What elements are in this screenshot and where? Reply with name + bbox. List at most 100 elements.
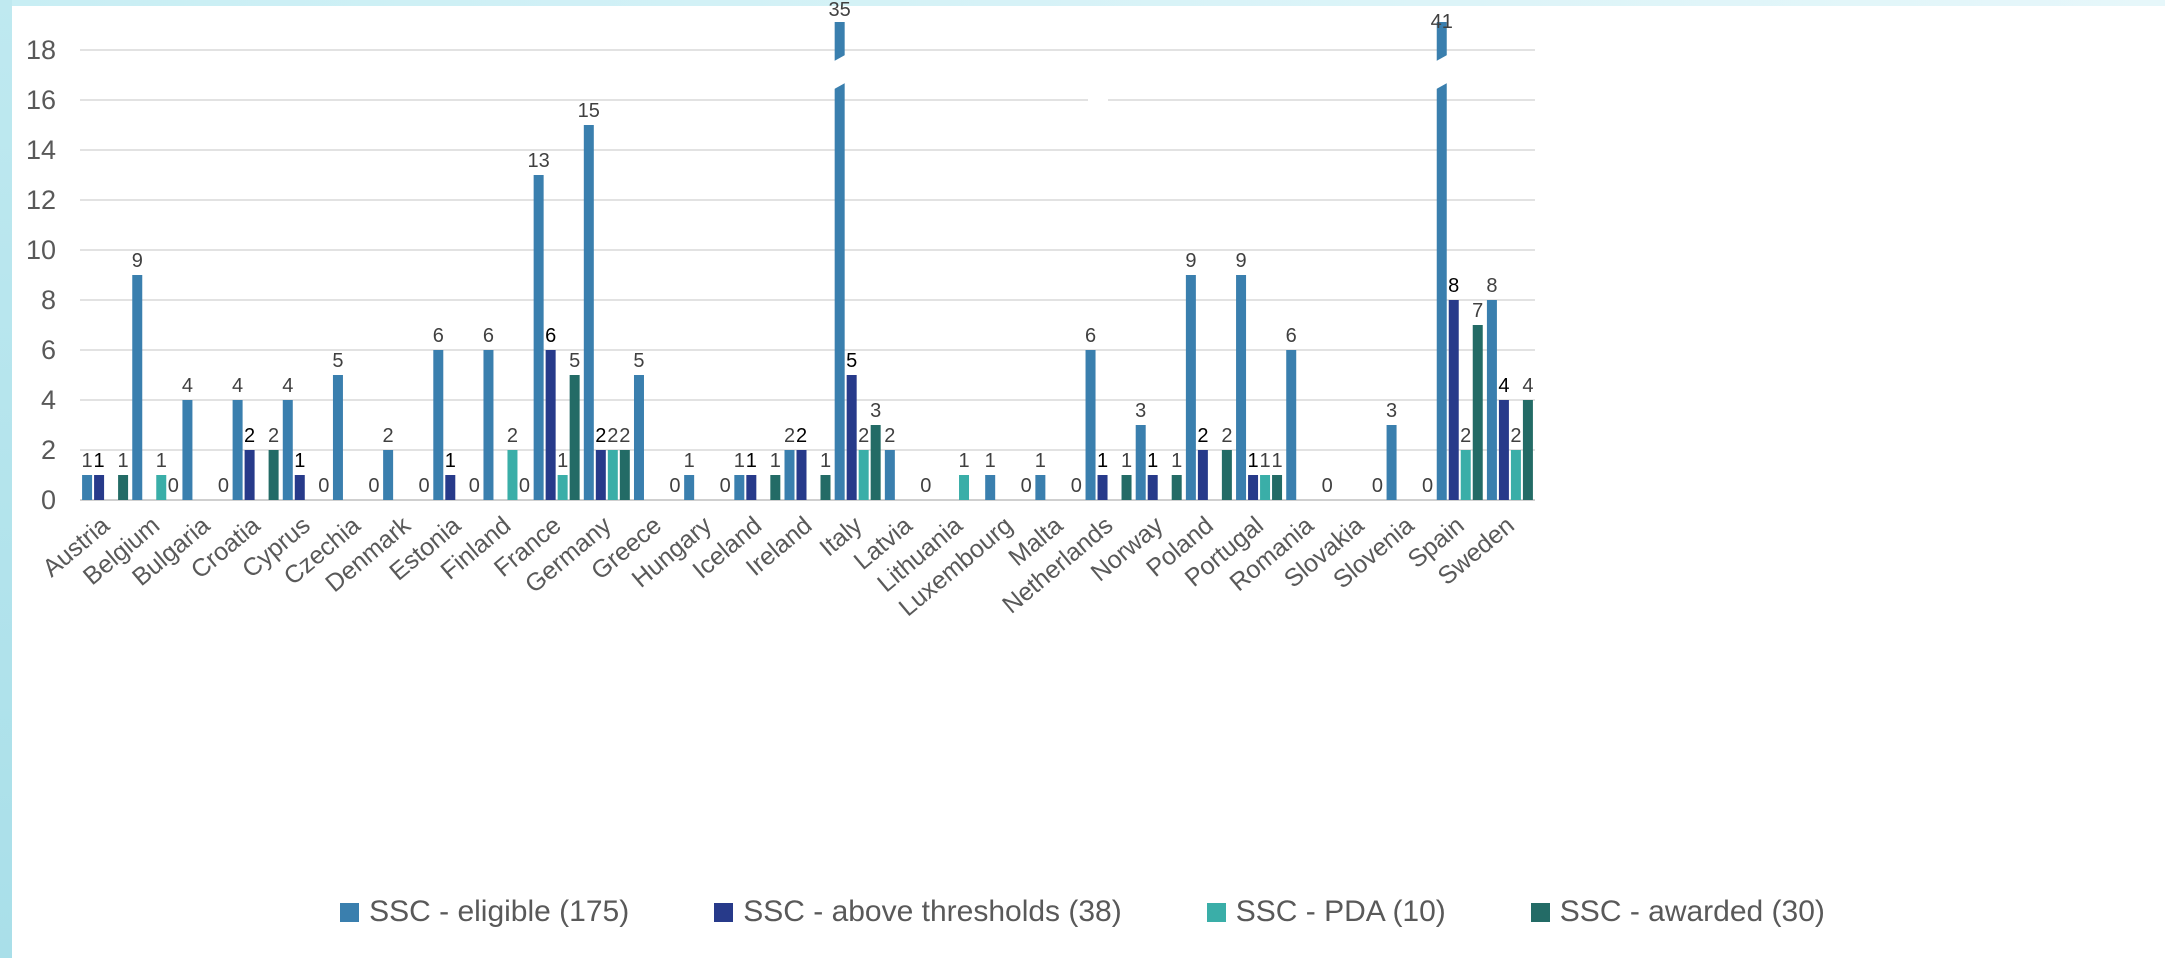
data-label: 2 (796, 425, 807, 447)
bar (846, 375, 857, 500)
data-label: 41 (1431, 11, 1453, 33)
bar (684, 475, 695, 500)
y-tick-label: 18 (26, 35, 56, 65)
data-label: 1 (1271, 450, 1282, 472)
bar (858, 450, 869, 500)
bar (1436, 22, 1447, 500)
bar (1286, 350, 1297, 500)
bar (1035, 475, 1046, 500)
bar (332, 375, 343, 500)
data-label: 4 (1522, 375, 1533, 397)
bar (118, 475, 129, 500)
data-label: 1 (82, 450, 93, 472)
legend-label-above-thresholds: SSC - above thresholds (38) (743, 895, 1122, 928)
legend-label-eligible: SSC - eligible (175) (369, 895, 630, 928)
data-label: 1 (958, 450, 969, 472)
bar (294, 475, 305, 500)
data-label: 9 (1185, 250, 1196, 272)
data-label: 2 (607, 425, 618, 447)
y-tick-label: 6 (41, 335, 56, 365)
data-label: 1 (1121, 450, 1132, 472)
data-label: 5 (332, 350, 343, 372)
bar (545, 350, 556, 500)
y-tick-label: 2 (41, 435, 56, 465)
data-label: 1 (1247, 450, 1258, 472)
bar (1460, 450, 1471, 500)
data-label: 1 (985, 450, 996, 472)
bar (132, 275, 143, 500)
axis-break-mark (1432, 53, 1451, 91)
bar (1197, 450, 1208, 500)
data-label: 1 (118, 450, 129, 472)
data-label: 0 (1372, 475, 1383, 497)
data-label: 1 (770, 450, 781, 472)
data-label: 4 (182, 375, 193, 397)
frame-left-border (0, 0, 12, 958)
data-label: 2 (1197, 425, 1208, 447)
bar (870, 425, 881, 500)
data-label: 9 (1235, 250, 1246, 272)
legend-label-awarded: SSC - awarded (30) (1559, 895, 1825, 928)
bar (1272, 475, 1283, 500)
data-label: 1 (734, 450, 745, 472)
data-label: 0 (368, 475, 379, 497)
legend-item-eligible: SSC - eligible (175) (340, 895, 629, 929)
data-label: 2 (244, 425, 255, 447)
bar (985, 475, 996, 500)
data-label: 1 (1035, 450, 1046, 472)
bar (1448, 300, 1459, 500)
data-label: 2 (1460, 425, 1471, 447)
bar (1121, 475, 1132, 500)
bar (619, 450, 630, 500)
bar (232, 400, 243, 500)
bar (583, 125, 594, 500)
data-label: 2 (595, 425, 606, 447)
data-label: 35 (829, 0, 851, 21)
bar (595, 450, 606, 500)
y-tick-label: 10 (26, 235, 56, 265)
bar (569, 375, 580, 500)
data-label: 5 (569, 350, 580, 372)
legend-item-pda: SSC - PDA (10) (1206, 895, 1446, 929)
bar (734, 475, 745, 500)
bar (156, 475, 167, 500)
y-tick-label: 16 (26, 85, 56, 115)
bars (82, 22, 1533, 500)
bar (834, 22, 845, 500)
data-label: 4 (232, 375, 243, 397)
legend-item-above-thresholds: SSC - above thresholds (38) (714, 895, 1122, 929)
bar (884, 450, 895, 500)
bar (82, 475, 93, 500)
data-label: 0 (920, 475, 931, 497)
legend: SSC - eligible (175) SSC - above thresho… (0, 895, 2165, 929)
data-label: 0 (519, 475, 530, 497)
bar (507, 450, 518, 500)
legend-item-awarded: SSC - awarded (30) (1530, 895, 1825, 929)
data-label: 1 (557, 450, 568, 472)
data-label: 2 (1510, 425, 1521, 447)
bar (1260, 475, 1271, 500)
data-label: 1 (445, 450, 456, 472)
y-tick-label: 4 (41, 385, 56, 415)
legend-swatch-pda (1206, 902, 1226, 922)
data-label: 0 (1071, 475, 1082, 497)
data-label: 5 (846, 350, 857, 372)
legend-swatch-awarded (1530, 902, 1550, 922)
data-label: 1 (1147, 450, 1158, 472)
data-label: 3 (870, 400, 881, 422)
bar (1147, 475, 1158, 500)
bar (1135, 425, 1146, 500)
bar (820, 475, 831, 500)
data-label: 1 (94, 450, 105, 472)
data-label: 6 (1085, 325, 1096, 347)
bar (1386, 425, 1397, 500)
bar (1510, 450, 1521, 500)
data-label: 1 (1171, 450, 1182, 472)
y-tick-label: 14 (26, 135, 56, 165)
y-tick-label: 12 (26, 185, 56, 215)
bar (483, 350, 494, 500)
bar (1248, 475, 1259, 500)
bar (1221, 450, 1232, 500)
data-label: 2 (1221, 425, 1232, 447)
